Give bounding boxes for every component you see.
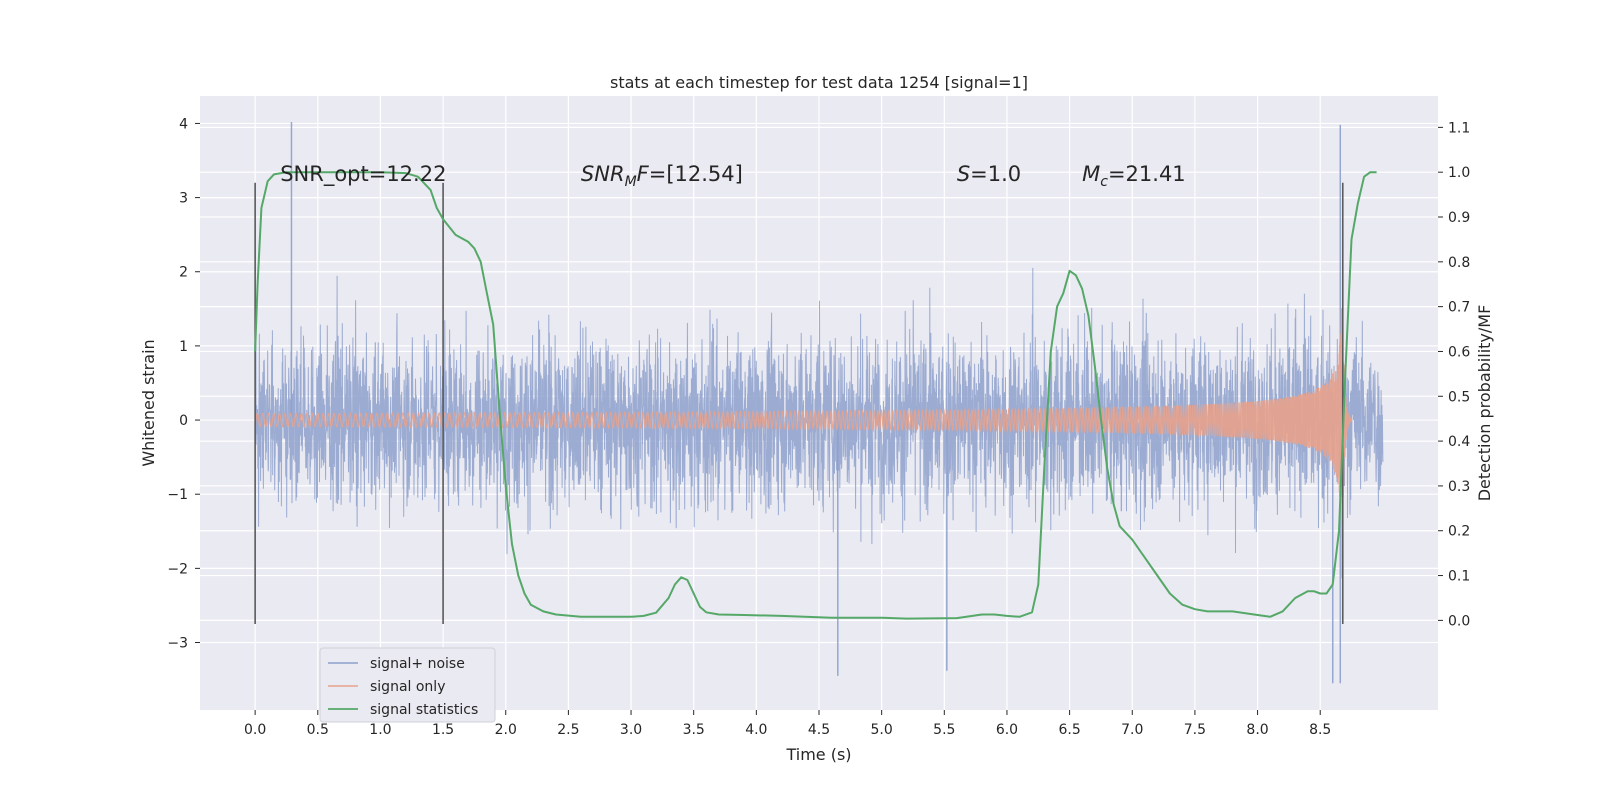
x-tick-label-8: 4.0 [745,722,767,738]
x-tick-label-1: 0.5 [307,722,329,738]
y2-axis-label: Detection probability/MF [1475,305,1494,502]
x-tick-label-10: 5.0 [871,722,893,738]
x-tick-label-15: 7.5 [1184,722,1206,738]
x-tick-label-17: 8.5 [1309,722,1331,738]
x-tick-label-2: 1.0 [369,722,391,738]
signal-trace [254,308,1353,579]
y2-tick-label-6: 0.6 [1448,344,1470,360]
x-tick-label-14: 7.0 [1121,722,1143,738]
x-axis: 0.0 0.5 1.0 1.5 2.0 2.5 3.0 3.5 4.0 4.5 5.0 5.5 6.0 6… [244,710,1331,738]
y-tick-label-3: 0 [179,413,188,429]
y-tick-label-5: 2 [179,265,188,281]
statistics-line [254,171,1377,620]
y2-tick-label-9: 0.9 [1448,210,1470,226]
x-tick-label-3: 1.5 [432,722,454,738]
y-tick-label-0: −3 [167,636,188,652]
x-tick-label-5: 2.5 [557,722,579,738]
x-tick-label-9: 4.5 [808,722,830,738]
y-tick-label-7: 4 [179,116,188,132]
x-axis-label: Time (s) [785,745,851,764]
chart-title: stats at each timestep for test data 125… [610,73,1028,92]
x-tick-label-11: 5.5 [933,722,955,738]
annotations: SNR_opt=12.22 SNRMF=[12.54] S=1.0 Mc=21.41 [280,162,1185,190]
y-tick-label-2: −1 [167,487,188,503]
legend-label-stats: signal statistics [370,702,478,718]
x-tick-label-6: 3.0 [620,722,642,738]
y2-tick-label-8: 0.8 [1448,255,1470,271]
y2-tick-label-10: 1.0 [1448,165,1470,181]
legend-label-noise: signal+ noise [370,656,465,672]
y2-tick-label-1: 0.1 [1448,569,1470,585]
annotation-1: SNRMF=[12.54] [581,162,743,190]
y-tick-label-4: 1 [179,339,188,355]
y-tick-label-6: 3 [179,191,188,207]
y2-tick-label-4: 0.4 [1448,434,1470,450]
y2-tick-label-7: 0.7 [1448,300,1470,316]
legend: signal+ noise signal only signal statist… [319,647,496,723]
y2-tick-label-2: 0.2 [1448,524,1470,540]
y2-tick-label-0: 0.0 [1448,613,1470,629]
y-axis-label: Whitened strain [139,339,158,466]
annotation-0: SNR_opt=12.22 [280,162,446,187]
x-tick-label-12: 6.0 [996,722,1018,738]
x-tick-label-13: 6.5 [1058,722,1080,738]
y2-tick-label-5: 0.5 [1448,389,1470,405]
y-tick-label-1: −2 [167,561,188,577]
x-tick-label-4: 2.0 [495,722,517,738]
annotation-3: Mc=21.41 [1082,162,1186,190]
y-axis-left: −3 −2 −1 0 1 2 3 4 [167,116,200,652]
legend-box [319,647,496,723]
y-axis-right: 0.0 0.1 0.2 0.3 0.4 0.5 0.6 0.7 0.8 0.9 1.0 1.1 [1438,120,1470,629]
signal-statistics-series [254,171,1377,620]
signal-only-series [254,308,1353,579]
y2-tick-label-11: 1.1 [1448,120,1470,136]
x-tick-label-16: 8.0 [1246,722,1268,738]
x-tick-label-0: 0.0 [244,722,266,738]
annotation-2: S=1.0 [957,162,1021,186]
vertical-marker-lines [254,182,1344,624]
legend-label-signal: signal only [370,679,445,695]
y2-tick-label-3: 0.3 [1448,479,1470,495]
x-tick-label-7: 3.5 [683,722,705,738]
